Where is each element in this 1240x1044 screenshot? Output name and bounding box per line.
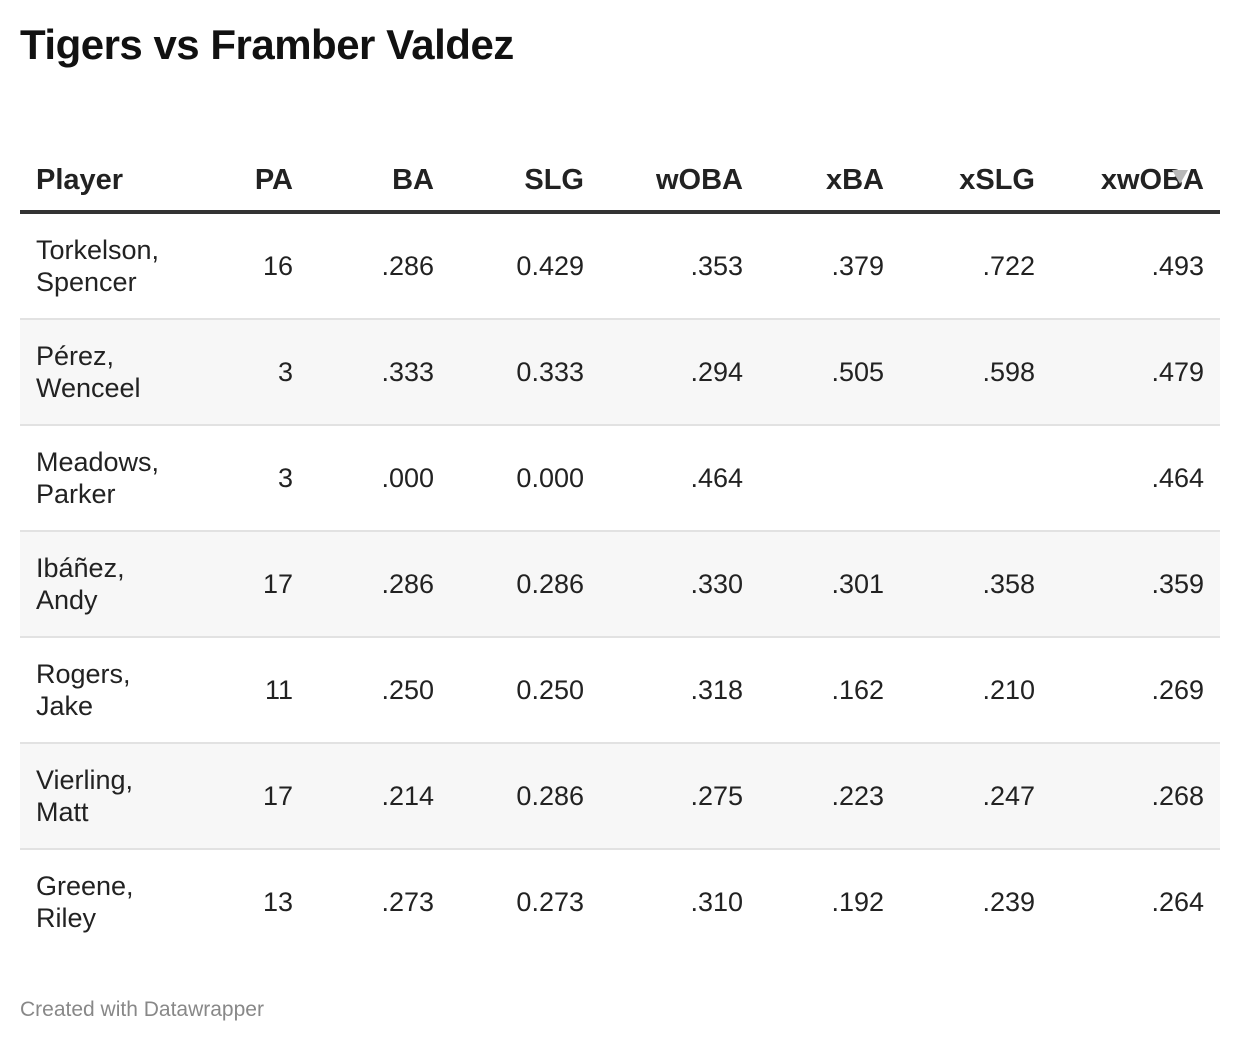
cell-ba: .273: [381, 886, 434, 917]
cell-ba: .286: [381, 250, 434, 281]
sort-descending-icon[interactable]: [1172, 170, 1188, 184]
cell-ba: .000: [381, 462, 434, 493]
column-header-player[interactable]: Player: [36, 164, 124, 196]
column-header-xwoba[interactable]: xwOBA: [1060, 162, 1204, 198]
cell-player: Pérez, Wenceel: [36, 320, 226, 424]
cell-xslg: .210: [982, 674, 1035, 705]
cell-woba: .318: [690, 674, 743, 705]
cell-slg: 0.286: [516, 568, 584, 599]
cell-xwoba: .464: [1151, 462, 1204, 493]
column-header-xwoba-label: xwOBA: [1100, 164, 1204, 196]
table-row: Vierling, Matt 17 .214 0.286 .275 .223 .247 .268: [20, 744, 1220, 850]
data-table: Player PA BA SLG wOBA xBA xSLG xwOBA Tor…: [20, 128, 1220, 956]
cell-xslg: .598: [982, 356, 1035, 387]
table-header: Player PA BA SLG wOBA xBA xSLG xwOBA: [20, 128, 1220, 214]
cell-woba: .310: [690, 886, 743, 917]
column-header-ba[interactable]: BA: [392, 164, 434, 196]
player-last-name: Ibáñez,: [36, 553, 125, 583]
table-row: Rogers, Jake 11 .250 0.250 .318 .162 .210 .269: [20, 638, 1220, 744]
cell-xba: .301: [831, 568, 884, 599]
cell-xwoba: .359: [1151, 568, 1204, 599]
table-row: Pérez, Wenceel 3 .333 0.333 .294 .505 .598 .479: [20, 320, 1220, 426]
cell-pa: 3: [277, 462, 293, 493]
cell-woba: .275: [690, 780, 743, 811]
player-first-name: Wenceel: [36, 373, 141, 403]
player-first-name: Spencer: [36, 267, 137, 297]
player-first-name: Andy: [36, 585, 98, 615]
cell-player: Torkelson, Spencer: [36, 214, 226, 318]
cell-pa: 16: [262, 250, 293, 281]
cell-woba: .353: [690, 250, 743, 281]
table-row: Greene, Riley 13 .273 0.273 .310 .192 .239 .264: [20, 850, 1220, 956]
table-body: Torkelson, Spencer 16 .286 0.429 .353 .379 .722…: [20, 214, 1220, 956]
column-header-pa[interactable]: PA: [254, 164, 293, 196]
player-first-name: Matt: [36, 797, 89, 827]
cell-ba: .333: [381, 356, 434, 387]
table-row: Torkelson, Spencer 16 .286 0.429 .353 .379 .722…: [20, 214, 1220, 320]
cell-player: Ibáñez, Andy: [36, 532, 226, 636]
player-last-name: Rogers,: [36, 659, 131, 689]
cell-player: Meadows, Parker: [36, 426, 226, 530]
player-last-name: Meadows,: [36, 447, 160, 477]
cell-player: Rogers, Jake: [36, 638, 226, 742]
cell-slg: 0.286: [516, 780, 584, 811]
player-first-name: Parker: [36, 479, 116, 509]
cell-xba: .505: [831, 356, 884, 387]
cell-xba: [760, 426, 884, 530]
cell-xslg: .247: [982, 780, 1035, 811]
footer-credit: Created with Datawrapper: [20, 998, 264, 1021]
cell-xwoba: .269: [1151, 674, 1204, 705]
column-header-xba[interactable]: xBA: [825, 164, 884, 196]
player-last-name: Greene,: [36, 871, 134, 901]
cell-pa: 17: [262, 568, 293, 599]
cell-xslg: .722: [982, 250, 1035, 281]
cell-xba: .379: [831, 250, 884, 281]
cell-xba: .162: [831, 674, 884, 705]
chart-title: Tigers vs Framber Valdez: [20, 21, 514, 68]
cell-woba: .464: [690, 462, 743, 493]
cell-xba: .192: [831, 886, 884, 917]
player-last-name: Torkelson,: [36, 235, 160, 265]
player-first-name: Jake: [36, 691, 94, 721]
cell-xwoba: .268: [1151, 780, 1204, 811]
cell-pa: 11: [264, 674, 293, 705]
cell-slg: 0.273: [516, 886, 584, 917]
player-first-name: Riley: [36, 903, 97, 933]
cell-player: Greene, Riley: [36, 850, 226, 954]
cell-slg: 0.333: [516, 356, 584, 387]
cell-slg: 0.000: [516, 462, 584, 493]
cell-xslg: .239: [982, 886, 1035, 917]
cell-xba: .223: [831, 780, 884, 811]
cell-ba: .286: [381, 568, 434, 599]
cell-xwoba: .493: [1151, 250, 1204, 281]
cell-xslg: [910, 426, 1035, 530]
cell-ba: .250: [381, 674, 434, 705]
cell-woba: .330: [690, 568, 743, 599]
cell-player: Vierling, Matt: [36, 744, 226, 848]
player-last-name: Pérez,: [36, 341, 115, 371]
cell-pa: 17: [262, 780, 293, 811]
column-header-woba[interactable]: wOBA: [656, 164, 743, 196]
column-header-slg[interactable]: SLG: [524, 164, 584, 196]
cell-xwoba: .479: [1151, 356, 1204, 387]
cell-xwoba: .264: [1151, 886, 1204, 917]
column-header-xslg[interactable]: xSLG: [959, 164, 1035, 196]
table-row: Ibáñez, Andy 17 .286 0.286 .330 .301 .358 .359: [20, 532, 1220, 638]
cell-slg: 0.429: [516, 250, 584, 281]
cell-pa: 3: [277, 356, 293, 387]
cell-pa: 13: [262, 886, 293, 917]
cell-woba: .294: [690, 356, 743, 387]
table-row: Meadows, Parker 3 .000 0.000 .464 .464: [20, 426, 1220, 532]
cell-xslg: .358: [982, 568, 1035, 599]
cell-slg: 0.250: [516, 674, 584, 705]
cell-ba: .214: [381, 780, 434, 811]
player-last-name: Vierling,: [36, 765, 134, 795]
